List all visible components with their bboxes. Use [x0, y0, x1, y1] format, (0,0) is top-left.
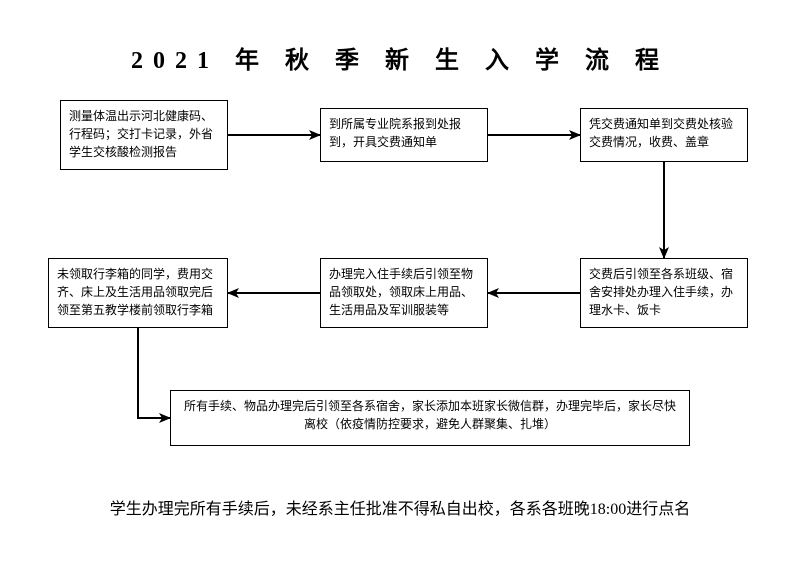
step-2: 到所属专业院系报到处报到，开具交费通知单 — [320, 108, 488, 162]
step-3-text: 凭交费通知单到交费处核验交费情况，收费、盖章 — [589, 117, 733, 149]
flowchart-page: 2021 年 秋 季 新 生 入 学 流 程 测量体温出示河北健康码、行程码；交… — [0, 0, 800, 565]
page-title: 2021 年 秋 季 新 生 入 学 流 程 — [0, 40, 800, 75]
step-7-text: 所有手续、物品办理完后引领至各系宿舍，家长添加本班家长微信群，办理完毕后，家长尽… — [184, 399, 676, 431]
step-6: 未领取行李箱的同学，费用交齐、床上及生活用品领取完后领至第五教学楼前领取行李箱 — [48, 258, 228, 328]
step-4: 交费后引领至各系班级、宿舍安排处办理入住手续，办理水卡、饭卡 — [580, 258, 748, 328]
step-3: 凭交费通知单到交费处核验交费情况，收费、盖章 — [580, 108, 748, 162]
step-5: 办理完入住手续后引领至物品领取处，领取床上用品、生活用品及军训服装等 — [320, 258, 488, 328]
step-1-text: 测量体温出示河北健康码、行程码；交打卡记录，外省学生交核酸检测报告 — [69, 109, 213, 159]
step-7: 所有手续、物品办理完后引领至各系宿舍，家长添加本班家长微信群，办理完毕后，家长尽… — [170, 390, 690, 446]
footer-note: 学生办理完所有手续后，未经系主任批准不得私自出校，各系各班晚18:00进行点名 — [0, 495, 800, 519]
step-5-text: 办理完入住手续后引领至物品领取处，领取床上用品、生活用品及军训服装等 — [329, 267, 473, 317]
step-1: 测量体温出示河北健康码、行程码；交打卡记录，外省学生交核酸检测报告 — [60, 100, 228, 170]
step-2-text: 到所属专业院系报到处报到，开具交费通知单 — [329, 117, 461, 149]
step-4-text: 交费后引领至各系班级、宿舍安排处办理入住手续，办理水卡、饭卡 — [589, 267, 733, 317]
step-6-text: 未领取行李箱的同学，费用交齐、床上及生活用品领取完后领至第五教学楼前领取行李箱 — [57, 267, 213, 317]
